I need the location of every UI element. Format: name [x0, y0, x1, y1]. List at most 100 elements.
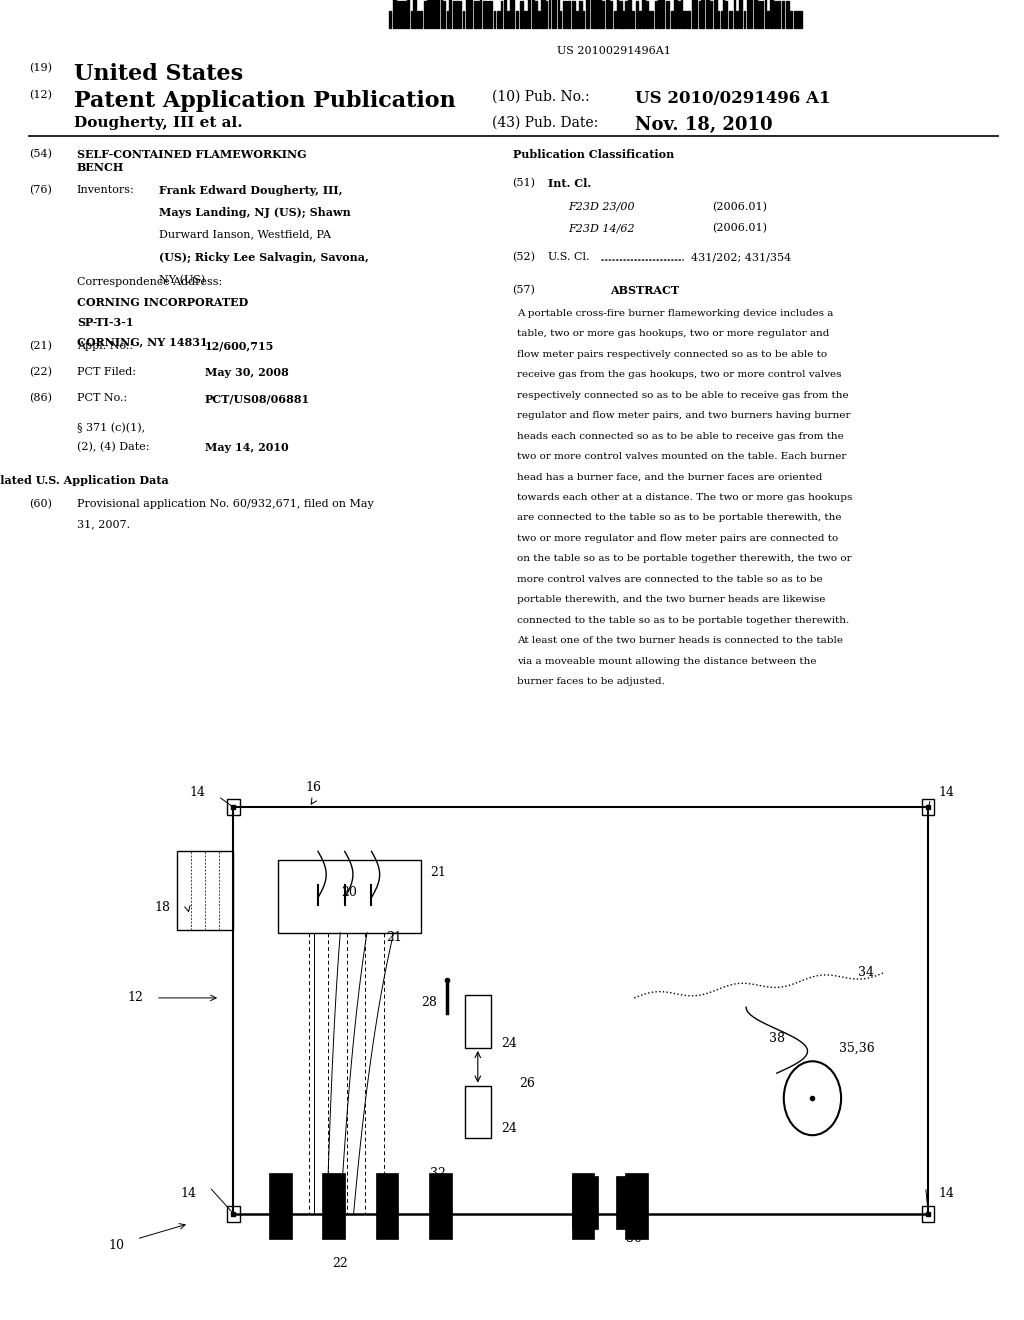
Text: US 20100291496A1: US 20100291496A1	[557, 46, 672, 57]
Bar	[504, 0, 506, 28]
Bar	[751, 0, 753, 28]
Text: 20: 20	[341, 886, 357, 899]
Bar	[683, 11, 686, 28]
Bar	[558, 0, 559, 28]
Text: 14: 14	[938, 1187, 954, 1200]
Bar	[269, 1172, 292, 1238]
Bar	[729, 11, 732, 28]
Bar	[636, 1, 638, 28]
Bar	[739, 0, 742, 28]
Bar	[512, 0, 514, 28]
Text: F23D 23/00: F23D 23/00	[568, 202, 635, 213]
Text: SP-TI-3-1: SP-TI-3-1	[77, 317, 133, 327]
Bar	[723, 0, 724, 28]
Bar	[411, 11, 412, 28]
Text: Int. Cl.: Int. Cl.	[548, 178, 591, 189]
Bar	[538, 11, 540, 28]
Bar	[674, 0, 677, 28]
Bar	[626, 1172, 648, 1238]
Text: At least one of the two burner heads is connected to the table: At least one of the two burner heads is …	[517, 636, 843, 645]
Bar	[791, 11, 793, 28]
Text: Durward Ianson, Westfield, PA: Durward Ianson, Westfield, PA	[159, 230, 331, 240]
Text: 22: 22	[333, 1257, 348, 1270]
Bar	[610, 1, 612, 28]
Bar	[489, 1, 493, 28]
Bar	[430, 0, 432, 28]
Bar	[754, 0, 757, 28]
Bar	[616, 1176, 642, 1229]
Bar	[777, 1, 780, 28]
Text: (54): (54)	[29, 149, 51, 160]
Bar	[542, 0, 545, 28]
Bar	[571, 1172, 594, 1238]
Text: on the table so as to be portable together therewith, the two or: on the table so as to be portable togeth…	[517, 554, 852, 564]
Text: 34: 34	[858, 966, 873, 979]
Text: F23D 14/62: F23D 14/62	[568, 223, 635, 234]
Bar	[278, 861, 421, 933]
Text: (2006.01): (2006.01)	[712, 202, 767, 213]
Bar	[583, 11, 585, 28]
Bar	[433, 0, 435, 28]
Text: May 30, 2008: May 30, 2008	[205, 367, 289, 378]
Text: 10: 10	[109, 1239, 124, 1253]
Bar	[725, 1, 727, 28]
Text: burner faces to be adjusted.: burner faces to be adjusted.	[517, 677, 665, 686]
Bar	[762, 1, 764, 28]
Bar	[227, 800, 240, 816]
Bar	[510, 0, 511, 28]
FancyBboxPatch shape	[177, 851, 233, 931]
Bar	[555, 0, 556, 28]
Bar	[767, 11, 769, 28]
Bar	[626, 1, 627, 28]
Bar	[770, 0, 773, 28]
Bar	[922, 1205, 934, 1221]
Bar	[456, 1, 459, 28]
Bar	[446, 11, 447, 28]
Text: (22): (22)	[29, 367, 51, 378]
Bar	[800, 11, 802, 28]
Text: (60): (60)	[29, 499, 51, 510]
Bar	[671, 11, 673, 28]
Text: ABSTRACT: ABSTRACT	[610, 285, 680, 296]
Bar	[465, 1085, 490, 1138]
Bar	[436, 0, 439, 28]
Bar	[560, 11, 561, 28]
Text: § 371 (c)(1),: § 371 (c)(1),	[77, 422, 145, 433]
Bar	[579, 1, 582, 28]
Bar	[400, 1, 402, 28]
Bar	[681, 0, 682, 28]
Bar	[413, 0, 416, 28]
Text: Correspondence Address:: Correspondence Address:	[77, 277, 222, 288]
Text: NY (US): NY (US)	[159, 275, 205, 285]
Bar	[655, 1, 657, 28]
Bar	[586, 0, 589, 28]
Text: towards each other at a distance. The two or more gas hookups: towards each other at a distance. The tw…	[517, 492, 853, 502]
Text: CORNING, NY 14831: CORNING, NY 14831	[77, 337, 208, 347]
Bar	[620, 1, 622, 28]
Text: 38: 38	[769, 1031, 784, 1044]
Text: Publication Classification: Publication Classification	[513, 149, 675, 160]
Bar	[633, 11, 635, 28]
Bar	[227, 1205, 240, 1221]
Bar	[706, 0, 709, 28]
Bar	[440, 0, 442, 28]
Bar	[652, 11, 653, 28]
Bar	[403, 1, 407, 28]
Bar	[442, 1, 444, 28]
Circle shape	[783, 1061, 841, 1135]
Bar	[710, 1, 712, 28]
Bar	[549, 0, 550, 28]
Bar	[595, 0, 598, 28]
Bar	[450, 0, 452, 28]
Text: respectively connected so as to be able to receive gas from the: respectively connected so as to be able …	[517, 391, 849, 400]
Text: table, two or more gas hookups, two or more regulator and: table, two or more gas hookups, two or m…	[517, 330, 829, 338]
Text: 30: 30	[627, 1232, 642, 1245]
Bar	[494, 11, 496, 28]
Text: (52): (52)	[512, 252, 535, 263]
Bar	[524, 11, 527, 28]
Bar	[666, 1, 669, 28]
Text: 18: 18	[154, 902, 170, 915]
Bar	[497, 11, 500, 28]
Bar	[658, 0, 662, 28]
Bar	[701, 0, 705, 28]
